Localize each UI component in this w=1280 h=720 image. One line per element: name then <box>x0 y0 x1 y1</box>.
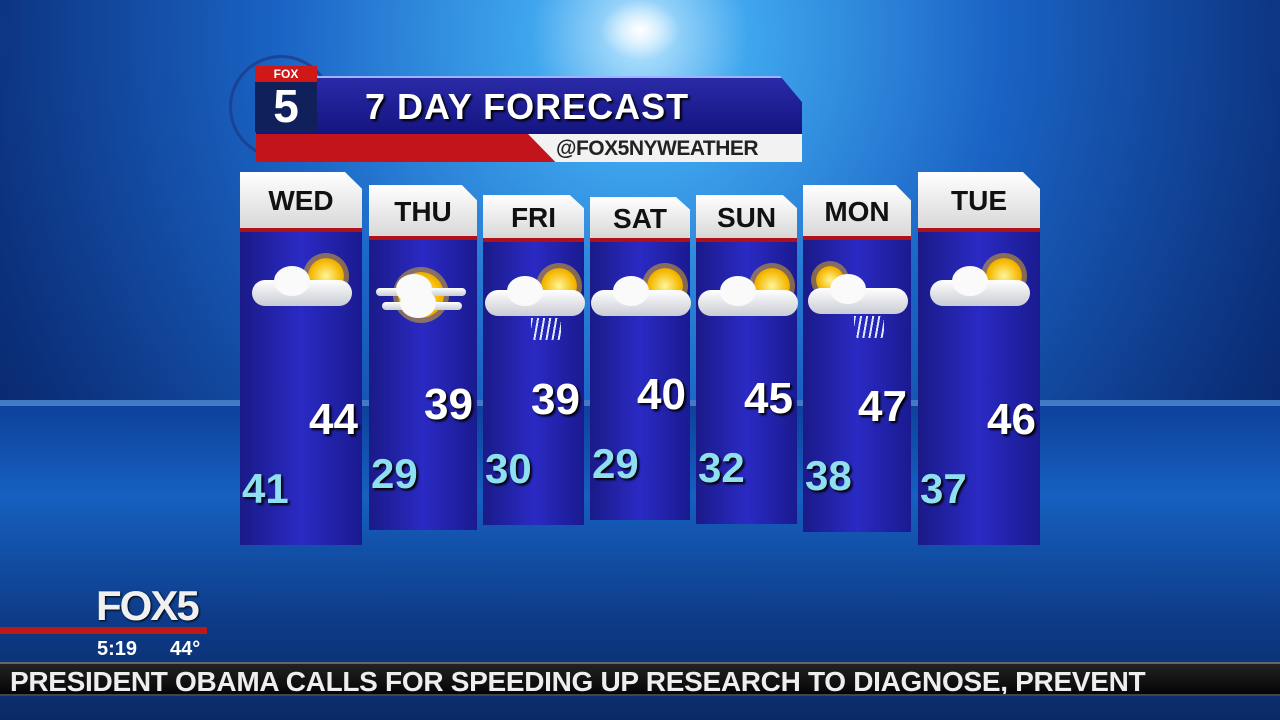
partly-cloudy-icon <box>246 254 356 334</box>
high-temp: 45 <box>744 374 793 423</box>
fox5-logo-number: 5 <box>273 80 299 132</box>
day-panel-mon: MON 47 38 <box>803 185 911 532</box>
day-label: WED <box>268 185 334 216</box>
low-temp: 41 <box>242 465 289 512</box>
twitter-handle: @FOX5NYWEATHER <box>556 137 759 160</box>
day-panel-thu: THU 39 29 <box>369 185 477 530</box>
day-label: TUE <box>951 185 1007 216</box>
partly-cloudy-icon <box>692 264 802 344</box>
panel-header <box>240 172 362 232</box>
partly-cloudy-icon <box>585 264 695 344</box>
high-temp: 39 <box>424 380 473 429</box>
sunny-hazy-icon <box>368 262 478 342</box>
high-temp: 39 <box>531 375 580 424</box>
fox5-logo-fox: FOX <box>255 66 317 82</box>
news-ticker: PRESIDENT OBAMA CALLS FOR SPEEDING UP RE… <box>0 662 1280 696</box>
current-time: 5:19 <box>97 638 138 660</box>
cloud-shape <box>697 276 798 316</box>
high-temp: 47 <box>858 382 907 431</box>
panel-header <box>590 197 690 242</box>
panel-header <box>918 172 1040 232</box>
panel-header <box>803 185 911 240</box>
panel-header <box>483 195 584 242</box>
day-label: SUN <box>716 201 777 233</box>
day-label: SAT <box>613 202 667 234</box>
panel-header <box>696 195 797 242</box>
handle-background <box>528 134 802 162</box>
partly-cloudy-icon <box>924 254 1034 334</box>
low-temp: 37 <box>920 465 967 512</box>
ticker-text: PRESIDENT OBAMA CALLS FOR SPEEDING UP RE… <box>10 666 1146 696</box>
day-panel-tue: TUE 46 37 <box>918 172 1040 545</box>
low-temp: 38 <box>805 452 852 499</box>
current-temperature: 44° <box>170 638 201 660</box>
day-label: MON <box>824 195 890 227</box>
cloud-shape <box>591 276 691 316</box>
day-panel-wed: WED 44 41 <box>240 172 362 545</box>
forecast-title: 7 DAY FORECAST <box>365 86 690 127</box>
high-temp: 46 <box>987 395 1036 444</box>
low-temp: 30 <box>485 445 532 492</box>
day-label: FRI <box>510 201 557 233</box>
cloudy-rain-snow-icon <box>802 262 912 342</box>
day-panel-sun: SUN 45 32 <box>696 195 798 524</box>
low-temp: 29 <box>371 450 418 497</box>
studio-light <box>600 0 680 60</box>
haze-shape <box>382 288 462 318</box>
panel-header <box>369 185 477 240</box>
precipitation-shape <box>530 318 561 340</box>
cloud-shape <box>484 276 585 316</box>
precipitation-shape <box>854 316 884 338</box>
partly-cloudy-snow-icon <box>479 264 589 344</box>
high-temp: 40 <box>637 370 686 419</box>
high-temp: 44 <box>309 395 358 444</box>
day-panel-sat: SAT 40 29 <box>590 197 691 520</box>
bug-divider <box>0 627 207 634</box>
fox5-bug-logo: FOX5 <box>96 582 200 629</box>
day-panel-fri: FRI 39 30 <box>483 195 585 525</box>
low-temp: 32 <box>698 444 745 491</box>
cloud-shape <box>808 274 908 314</box>
cloud-shape <box>930 266 1030 306</box>
title-bar <box>256 76 802 134</box>
day-label: THU <box>394 195 452 227</box>
low-temp: 29 <box>592 440 639 487</box>
cloud-shape <box>252 266 352 306</box>
